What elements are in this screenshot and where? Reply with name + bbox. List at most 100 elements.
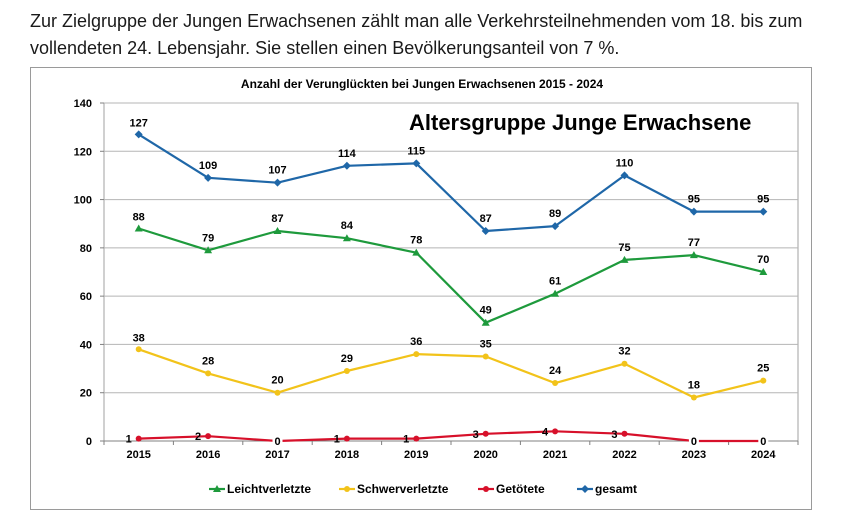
- data-label: 4: [542, 426, 549, 438]
- x-tick-label: 2019: [404, 449, 428, 461]
- x-tick-label: 2021: [543, 449, 567, 461]
- legend-marker: [213, 485, 221, 492]
- y-tick-label: 60: [80, 291, 92, 303]
- data-label: 61: [549, 276, 561, 288]
- data-label: 127: [130, 117, 148, 129]
- data-label: 95: [757, 194, 769, 206]
- x-tick-label: 2016: [196, 449, 220, 461]
- data-point: [621, 430, 628, 437]
- data-point: [205, 370, 212, 377]
- data-point: [342, 161, 351, 170]
- data-label: 3: [473, 429, 479, 441]
- data-point: [759, 207, 768, 216]
- legend-item-gesamt: gesamt: [577, 482, 637, 496]
- y-tick-label: 20: [80, 388, 92, 400]
- data-label: 95: [688, 194, 700, 206]
- series-line: [138, 348, 764, 399]
- intro-paragraph: Zur Zielgruppe der Jungen Erwachsenen zä…: [30, 11, 803, 58]
- data-point: [342, 234, 351, 242]
- data-label: 77: [688, 237, 700, 249]
- chart-title: Anzahl der Verunglückten bei Jungen Erwa…: [241, 77, 603, 91]
- data-label: 32: [618, 346, 630, 358]
- series-gesamt: 127 109 107 114 115 87 89 110 95 95: [130, 117, 769, 235]
- data-label: 89: [549, 208, 561, 220]
- data-label: 110: [616, 157, 634, 169]
- data-point: [552, 428, 559, 435]
- data-point: [481, 226, 490, 235]
- data-label: 28: [202, 355, 214, 367]
- data-label: 38: [133, 332, 145, 344]
- y-tick-label: 100: [74, 195, 92, 207]
- data-point: [273, 178, 282, 187]
- data-point: [135, 346, 142, 353]
- data-point: [343, 367, 350, 374]
- legend-item-leichtverletzte: Leichtverletzte: [209, 482, 311, 496]
- data-point: [134, 224, 143, 232]
- y-tick-label: 140: [74, 98, 92, 110]
- data-label: 36: [410, 336, 422, 348]
- data-point: [274, 389, 281, 396]
- data-point: [620, 255, 629, 263]
- data-label-bg: [272, 434, 283, 447]
- data-label: 87: [480, 213, 492, 225]
- series-line: [138, 227, 764, 324]
- data-label: 109: [199, 160, 217, 172]
- data-point: [135, 435, 142, 442]
- series-line: [138, 430, 764, 443]
- data-point: [689, 251, 698, 259]
- x-tick-label: 2017: [265, 449, 289, 461]
- x-tick-label: 2022: [612, 449, 636, 461]
- series-leichtverletzte: 88 79 87 84 78 49 61 75 77 70: [133, 212, 769, 326]
- data-point: [412, 159, 421, 168]
- data-point: [552, 380, 559, 387]
- data-label: 88: [133, 212, 145, 224]
- data-point: [482, 353, 489, 360]
- series-schwerverletzte: 38 28 20 29 36 35 24 32 18 25: [133, 332, 769, 401]
- data-point: [759, 268, 768, 275]
- legend-label: Getötete: [496, 482, 545, 496]
- x-tick-label: 2024: [751, 449, 776, 461]
- data-label: 49: [480, 305, 492, 317]
- data-point: [551, 289, 560, 297]
- data-label-bg: [688, 434, 699, 447]
- legend-marker: [483, 486, 489, 492]
- data-label: 1: [334, 434, 340, 446]
- data-point: [481, 318, 490, 326]
- legend-item-schwerverletzte: Schwerverletzte: [339, 482, 449, 496]
- data-label: 79: [202, 232, 214, 244]
- legend: Leichtverletzte Schwerverletzte Getötete ge…: [209, 482, 637, 496]
- data-point: [413, 351, 420, 358]
- data-point: [760, 377, 767, 384]
- data-label: 24: [549, 365, 562, 377]
- data-point: [413, 435, 420, 442]
- series-getötete: 1 2 0 1 1 3 4 3 0 0: [126, 426, 769, 448]
- data-point: [690, 394, 697, 401]
- chart-annotation: Altersgruppe Junge Erwachsene: [409, 110, 751, 135]
- data-point: [621, 360, 628, 367]
- y-tick-label: 40: [80, 339, 92, 351]
- line-chart: Anzahl der Verunglückten bei Jungen Erwa…: [74, 77, 799, 496]
- data-label: 107: [268, 165, 286, 177]
- data-label: 75: [618, 242, 630, 254]
- data-label: 20: [271, 375, 283, 387]
- legend-label: Leichtverletzte: [227, 482, 311, 496]
- data-point: [482, 430, 489, 437]
- data-label: 29: [341, 353, 353, 365]
- data-label: 115: [407, 145, 425, 157]
- data-label: 0: [274, 436, 280, 448]
- data-label: 78: [410, 235, 422, 247]
- series-line: [138, 133, 764, 233]
- legend-label: gesamt: [595, 482, 637, 496]
- data-label: 0: [691, 436, 697, 448]
- data-point: [689, 207, 698, 216]
- data-point: [204, 173, 213, 182]
- chart-frame: Anzahl der Verunglückten bei Jungen Erwa…: [30, 67, 812, 510]
- data-label: 35: [480, 339, 492, 351]
- data-label: 0: [760, 436, 766, 448]
- y-tick-label: 120: [74, 146, 92, 158]
- data-point: [620, 171, 629, 180]
- data-label: 2: [195, 431, 201, 443]
- data-point: [204, 246, 213, 254]
- legend-marker: [581, 485, 589, 493]
- data-point: [343, 435, 350, 442]
